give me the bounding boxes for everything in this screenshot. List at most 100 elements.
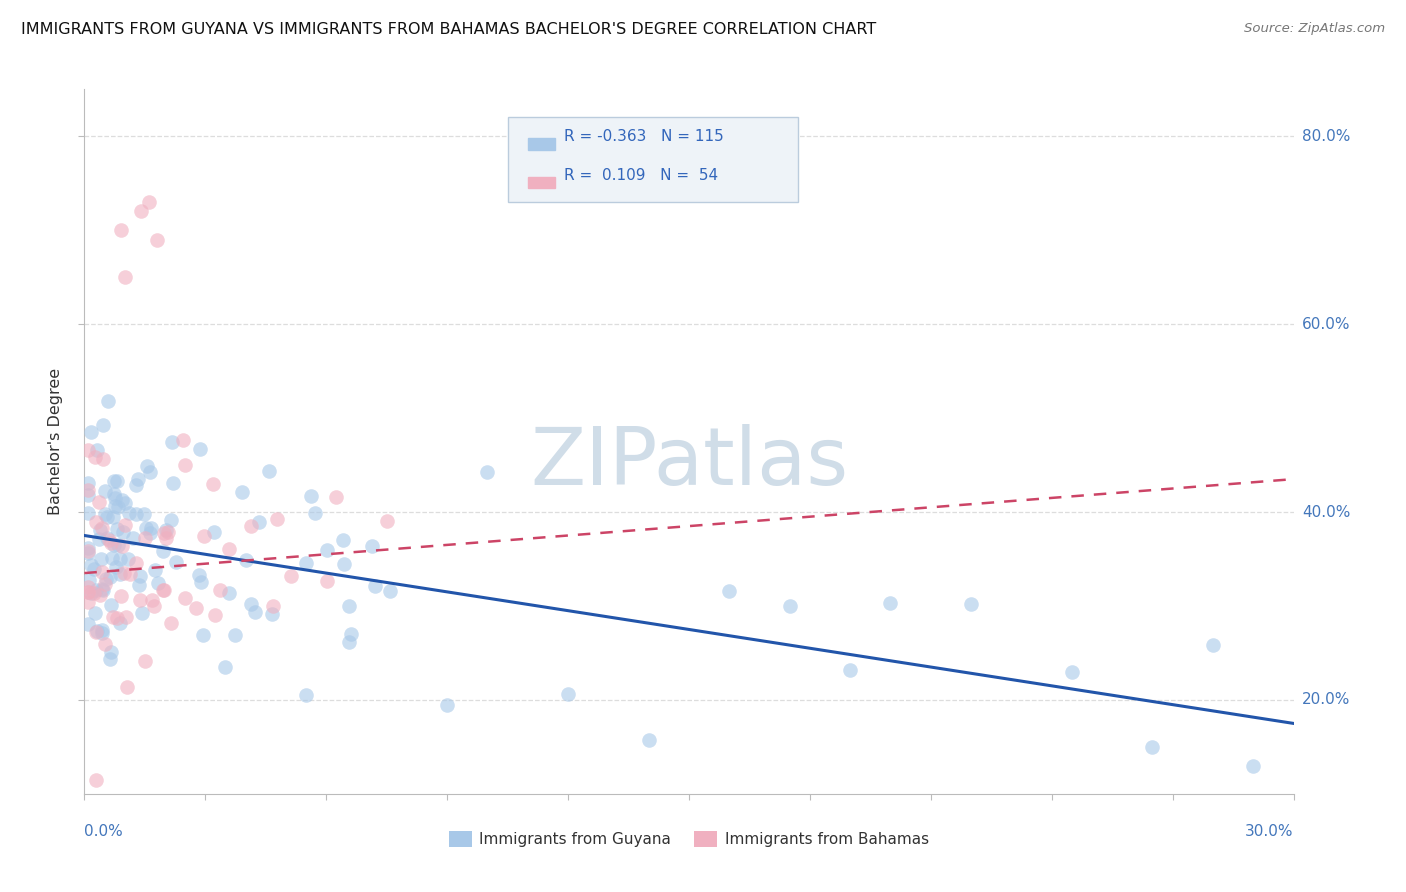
Point <box>339 627 361 641</box>
Point <box>110 566 132 581</box>
Point <box>111 539 134 553</box>
Point <box>960 597 983 611</box>
Point <box>98 651 121 665</box>
Point <box>129 204 152 219</box>
Point <box>1060 665 1083 680</box>
Point <box>77 617 100 632</box>
Point <box>77 541 100 555</box>
Point <box>162 435 184 450</box>
Point <box>114 270 136 285</box>
Point <box>114 496 136 510</box>
Point <box>152 544 174 558</box>
Point <box>77 546 100 560</box>
Point <box>104 499 127 513</box>
Point <box>325 490 347 504</box>
Point <box>152 582 174 597</box>
Point <box>83 585 105 599</box>
Point <box>134 532 156 546</box>
Point <box>339 599 361 613</box>
Point <box>104 491 127 505</box>
Point <box>637 732 659 747</box>
Point <box>96 531 118 545</box>
Point <box>174 591 197 605</box>
Point <box>77 585 100 599</box>
Point <box>83 562 105 576</box>
Point <box>172 433 194 447</box>
Y-axis label: Bachelor's Degree: Bachelor's Degree <box>48 368 63 515</box>
Point <box>91 521 114 535</box>
Point <box>165 555 187 569</box>
Text: 40.0%: 40.0% <box>1302 505 1350 519</box>
Point <box>378 584 401 599</box>
Point <box>91 417 114 432</box>
Point <box>127 472 149 486</box>
Text: Source: ZipAtlas.com: Source: ZipAtlas.com <box>1244 22 1385 36</box>
Point <box>155 531 177 545</box>
Point <box>125 478 148 492</box>
Point <box>84 606 107 620</box>
Point <box>117 552 139 566</box>
Point <box>879 596 901 610</box>
Point <box>262 599 284 613</box>
Point <box>77 573 100 587</box>
Bar <box>529 177 555 188</box>
Point <box>101 610 124 624</box>
Point <box>333 557 356 571</box>
Point <box>231 485 253 500</box>
Point <box>235 553 257 567</box>
Point <box>90 552 112 566</box>
Point <box>1202 638 1225 652</box>
Point <box>80 558 103 572</box>
Point <box>89 532 111 546</box>
Point <box>100 599 122 613</box>
Point <box>103 474 125 488</box>
Point <box>103 538 125 552</box>
Point <box>93 507 115 521</box>
Point <box>191 628 214 642</box>
Point <box>96 572 118 586</box>
Text: R = -0.363   N = 115: R = -0.363 N = 115 <box>564 129 724 145</box>
Point <box>86 772 108 787</box>
Point <box>190 442 212 456</box>
Point <box>77 506 100 520</box>
Point <box>91 451 114 466</box>
Point <box>89 523 111 537</box>
Point <box>91 582 114 596</box>
Point <box>107 538 129 552</box>
Point <box>436 698 458 712</box>
Point <box>114 518 136 533</box>
Point <box>477 465 499 479</box>
Point <box>107 500 129 515</box>
FancyBboxPatch shape <box>508 118 797 202</box>
Point <box>155 523 177 537</box>
Point <box>218 586 240 600</box>
Point <box>186 601 208 615</box>
Point <box>125 507 148 521</box>
Point <box>134 508 156 522</box>
Point <box>91 626 114 640</box>
Point <box>240 597 263 611</box>
Point <box>122 531 145 545</box>
Point <box>86 443 108 458</box>
Point <box>129 568 152 582</box>
Point <box>260 607 283 622</box>
Point <box>243 605 266 619</box>
Point <box>77 595 100 609</box>
Point <box>160 615 183 630</box>
Point <box>202 476 225 491</box>
Point <box>162 475 184 490</box>
Point <box>295 556 318 570</box>
Point <box>125 556 148 570</box>
Point <box>77 580 100 594</box>
Text: 80.0%: 80.0% <box>1302 128 1350 144</box>
Point <box>100 536 122 550</box>
Point <box>111 493 134 508</box>
Bar <box>529 138 555 150</box>
Point <box>202 524 225 539</box>
Point <box>139 465 162 479</box>
Point <box>98 570 121 584</box>
Point <box>80 425 103 439</box>
Point <box>295 688 318 702</box>
Point <box>299 489 322 503</box>
Point <box>117 680 139 694</box>
